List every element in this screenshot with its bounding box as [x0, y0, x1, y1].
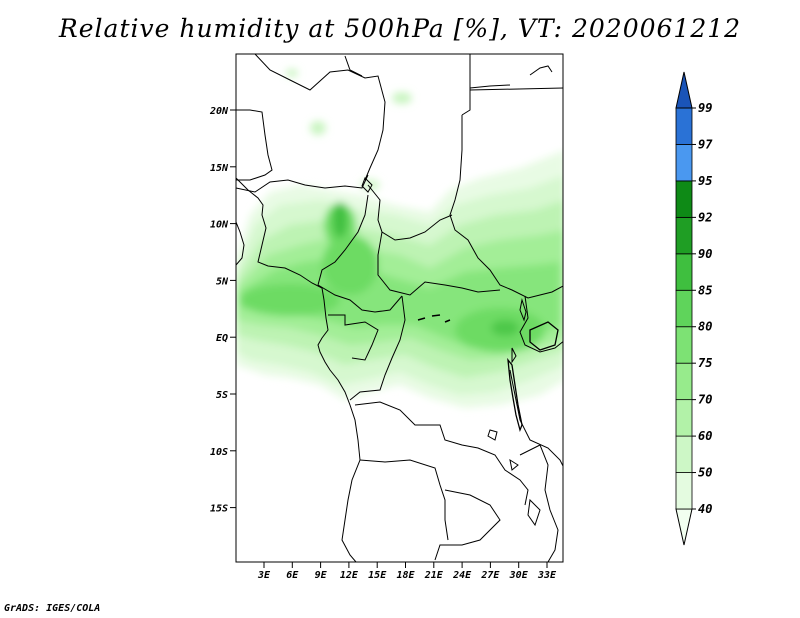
colorbar-label: 95 — [698, 174, 712, 188]
credit-label: GrADS: IGES/COLA — [4, 603, 101, 614]
border-zambia — [434, 489, 501, 561]
colorbar-label: 85 — [698, 283, 712, 297]
colorbar-label: 90 — [698, 247, 712, 261]
colorbar-lower-extend — [675, 508, 693, 546]
colorbar-box — [675, 435, 693, 473]
border-mozambique — [519, 444, 559, 562]
rh-patch-north-2 — [392, 92, 412, 104]
colorbar-upper-extend — [675, 71, 693, 109]
border-uganda-kenya — [519, 295, 563, 353]
rh-core-85 — [333, 202, 347, 238]
colorbar-label: 99 — [698, 101, 712, 115]
colorbar-box — [675, 399, 693, 437]
lake-victoria — [529, 321, 559, 351]
colorbar-box — [675, 472, 693, 510]
lat-label: 15N — [210, 163, 229, 174]
lat-label: 5S — [216, 390, 228, 401]
colorbar-box — [675, 216, 693, 255]
colorbar-label: 60 — [698, 429, 712, 443]
border-car-south — [377, 231, 501, 296]
rh-blob-80-west — [240, 284, 340, 316]
border-malawi — [527, 498, 541, 527]
nile-delta — [469, 84, 511, 89]
latitude-axis: 20N 15N 10N 5N EQ 5S 10S 15S — [209, 106, 236, 515]
lon-label: 24E — [452, 570, 472, 581]
lon-label: 15E — [368, 570, 387, 581]
colorbar-label: 70 — [698, 393, 712, 407]
rh-blob-80-center — [322, 235, 378, 295]
lake-mweru — [487, 429, 498, 441]
lat-label: 10S — [210, 447, 228, 458]
border-angola-namibia — [359, 459, 449, 541]
border-egypt-sudan — [461, 54, 471, 116]
border-gabon — [328, 314, 379, 361]
lon-label: 6E — [286, 570, 299, 581]
colorbar-label: 50 — [698, 466, 712, 480]
map-frame — [235, 53, 564, 563]
lat-label: 5N — [216, 276, 229, 287]
colorbar-box — [675, 326, 693, 364]
border-congo-drc — [349, 295, 406, 401]
border-tanzania — [509, 369, 563, 468]
colorbar-label: 92 — [698, 210, 712, 224]
colorbar-label: 97 — [698, 137, 713, 151]
rh-patch-north-1 — [310, 121, 326, 135]
lat-label: 10N — [210, 220, 229, 231]
colorbar-box — [675, 289, 693, 328]
colorbar-box — [675, 362, 693, 401]
border-cameroon-congo — [317, 284, 403, 313]
border-nigeria-cameroon — [317, 194, 369, 286]
border-sudan-north — [469, 87, 563, 91]
lon-label: 33E — [537, 570, 557, 581]
colorbar-box — [675, 144, 693, 182]
coastline-guinea — [236, 221, 245, 266]
colorbar-box — [675, 253, 693, 291]
lon-label: 3E — [257, 570, 271, 581]
lake-albert — [519, 298, 527, 322]
map-boundaries — [236, 54, 563, 562]
river-congo-fragment — [417, 314, 451, 323]
lake-bangweulu — [509, 458, 519, 471]
border-chad-east — [449, 115, 563, 299]
rh-core-85-east — [491, 320, 519, 336]
lake-chad — [361, 177, 373, 193]
lake-tanganyika — [507, 357, 523, 433]
lon-label: 9E — [315, 570, 328, 581]
border-chad-west — [367, 184, 453, 241]
colorbar-box — [675, 107, 693, 145]
border-niger-algeria — [254, 54, 386, 181]
lon-label: 30E — [509, 570, 529, 581]
lon-label: 12E — [340, 570, 359, 581]
lon-label: 18E — [396, 570, 415, 581]
colorbar: 40 50 60 70 75 80 85 90 92 95 97 99 — [675, 71, 713, 546]
colorbar-label: 75 — [698, 356, 712, 370]
red-sea-coast — [529, 65, 553, 76]
lat-label: EQ — [216, 333, 228, 344]
lat-label: 15S — [210, 504, 228, 515]
coastline-west-africa — [236, 177, 361, 562]
rh-patch-north-3 — [286, 69, 298, 77]
colorbar-label: 80 — [698, 320, 712, 334]
border-mali — [236, 109, 273, 181]
colorbar-label: 40 — [698, 502, 712, 516]
lon-label: 21E — [424, 570, 444, 581]
lake-kivu — [511, 347, 517, 364]
humidity-shading — [236, 54, 563, 562]
lat-label: 20N — [209, 106, 229, 117]
border-drc-south — [354, 401, 529, 506]
border-libya — [344, 55, 363, 77]
longitude-axis: 3E 6E 9E 12E 15E 18E 21E 24E 27E 30E 33E — [257, 562, 557, 581]
border-nigeria-north — [236, 174, 369, 193]
lon-label: 27E — [480, 570, 500, 581]
chart-title: Relative humidity at 500hPa [%], VT: 202… — [58, 14, 742, 43]
colorbar-box — [675, 180, 693, 218]
